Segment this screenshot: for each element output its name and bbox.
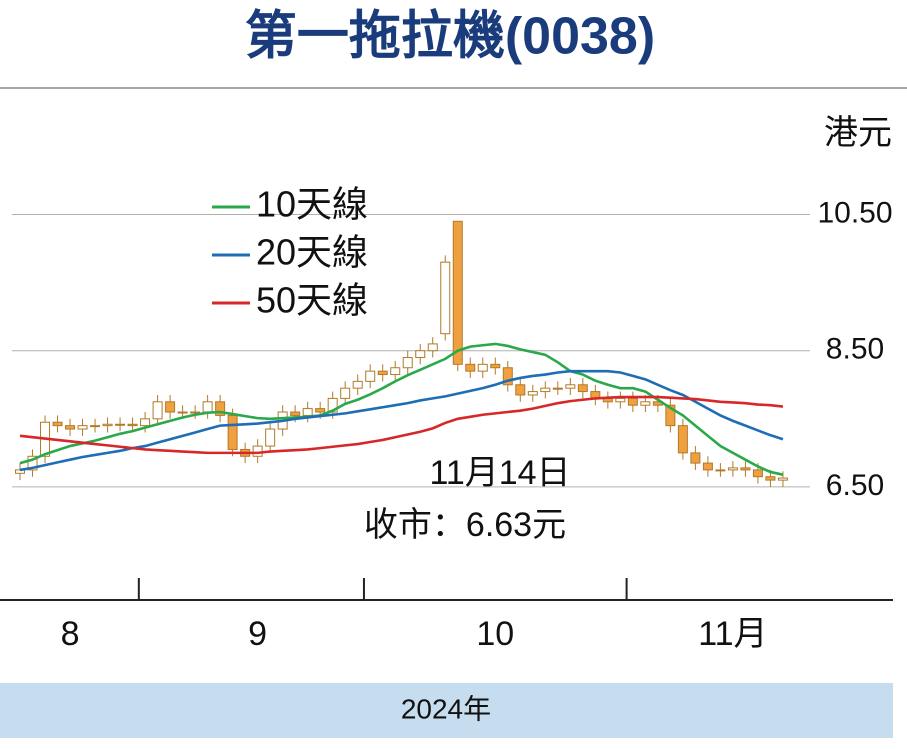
candle-body — [765, 476, 776, 481]
candle-body — [90, 425, 101, 428]
candle-body — [540, 387, 551, 393]
candle-body — [752, 469, 763, 478]
ma-line — [19, 342, 784, 476]
x-tick-label: 10 — [476, 615, 514, 653]
x-tick-label: 8 — [61, 615, 80, 653]
candle-body — [565, 384, 576, 389]
candle-body — [740, 467, 751, 471]
candle-body — [702, 462, 713, 471]
candle-body — [715, 469, 726, 472]
y-tick-label: 8.50 — [826, 333, 884, 366]
candle-body — [202, 401, 213, 413]
candle-body — [177, 411, 188, 414]
candle-body — [227, 414, 238, 450]
annotation: 收市：6.63元 — [364, 506, 566, 544]
candle-body — [690, 452, 701, 464]
footer-band — [0, 683, 893, 738]
footer-year: 2024年 — [401, 693, 491, 724]
legend-label: 50天線 — [256, 280, 368, 321]
candle-body — [577, 384, 588, 393]
x-tick-label: 9 — [248, 615, 267, 653]
y-unit: 港元 — [824, 114, 892, 152]
candle-body — [727, 467, 738, 471]
candle-body — [365, 370, 376, 382]
candle-body — [527, 391, 538, 396]
candle-body — [127, 423, 138, 427]
candle-body — [390, 367, 401, 376]
annotation: 11月14日 — [429, 454, 570, 492]
candle-body — [152, 401, 163, 420]
candle-body — [515, 384, 526, 396]
candle-body — [477, 363, 488, 372]
candle-body — [165, 401, 176, 413]
candle-body — [340, 387, 351, 399]
candle-body — [115, 423, 126, 426]
legend-label: 20天線 — [256, 232, 368, 273]
candle-body — [265, 428, 276, 447]
candle-body — [490, 363, 501, 369]
candle-body — [452, 220, 463, 365]
candle-body — [777, 477, 788, 481]
candle-body — [302, 408, 313, 416]
candle-body — [440, 261, 451, 335]
candle-body — [52, 421, 63, 427]
y-tick-label: 10.50 — [817, 196, 892, 229]
candle-body — [315, 408, 326, 413]
candle-body — [415, 350, 426, 359]
candle-body — [665, 404, 676, 427]
candle-body — [215, 401, 226, 416]
candle-body — [290, 411, 301, 416]
candle-body — [77, 425, 88, 430]
candle-body — [377, 370, 388, 376]
candle-body — [677, 425, 688, 454]
candle-body — [65, 425, 76, 430]
candle-body — [552, 387, 563, 390]
candle-body — [352, 380, 363, 389]
candle-body — [402, 357, 413, 369]
candle-body — [502, 367, 513, 386]
candle-body — [615, 397, 626, 403]
candle-body — [640, 401, 651, 406]
candle-body — [140, 418, 151, 427]
candle-body — [465, 363, 476, 372]
candle-body — [427, 343, 438, 352]
candle-body — [102, 423, 113, 427]
ma-line — [19, 369, 784, 472]
x-tick-label: 11月 — [698, 615, 767, 653]
legend-label: 10天線 — [256, 184, 368, 225]
candle-body — [27, 455, 38, 471]
y-tick-label: 6.50 — [826, 469, 884, 502]
chart-title: 第一拖拉機(0038) — [245, 8, 655, 66]
ma-line — [19, 395, 784, 455]
candle-body — [190, 411, 201, 414]
candle-body — [627, 397, 638, 406]
candle-body — [252, 445, 263, 457]
